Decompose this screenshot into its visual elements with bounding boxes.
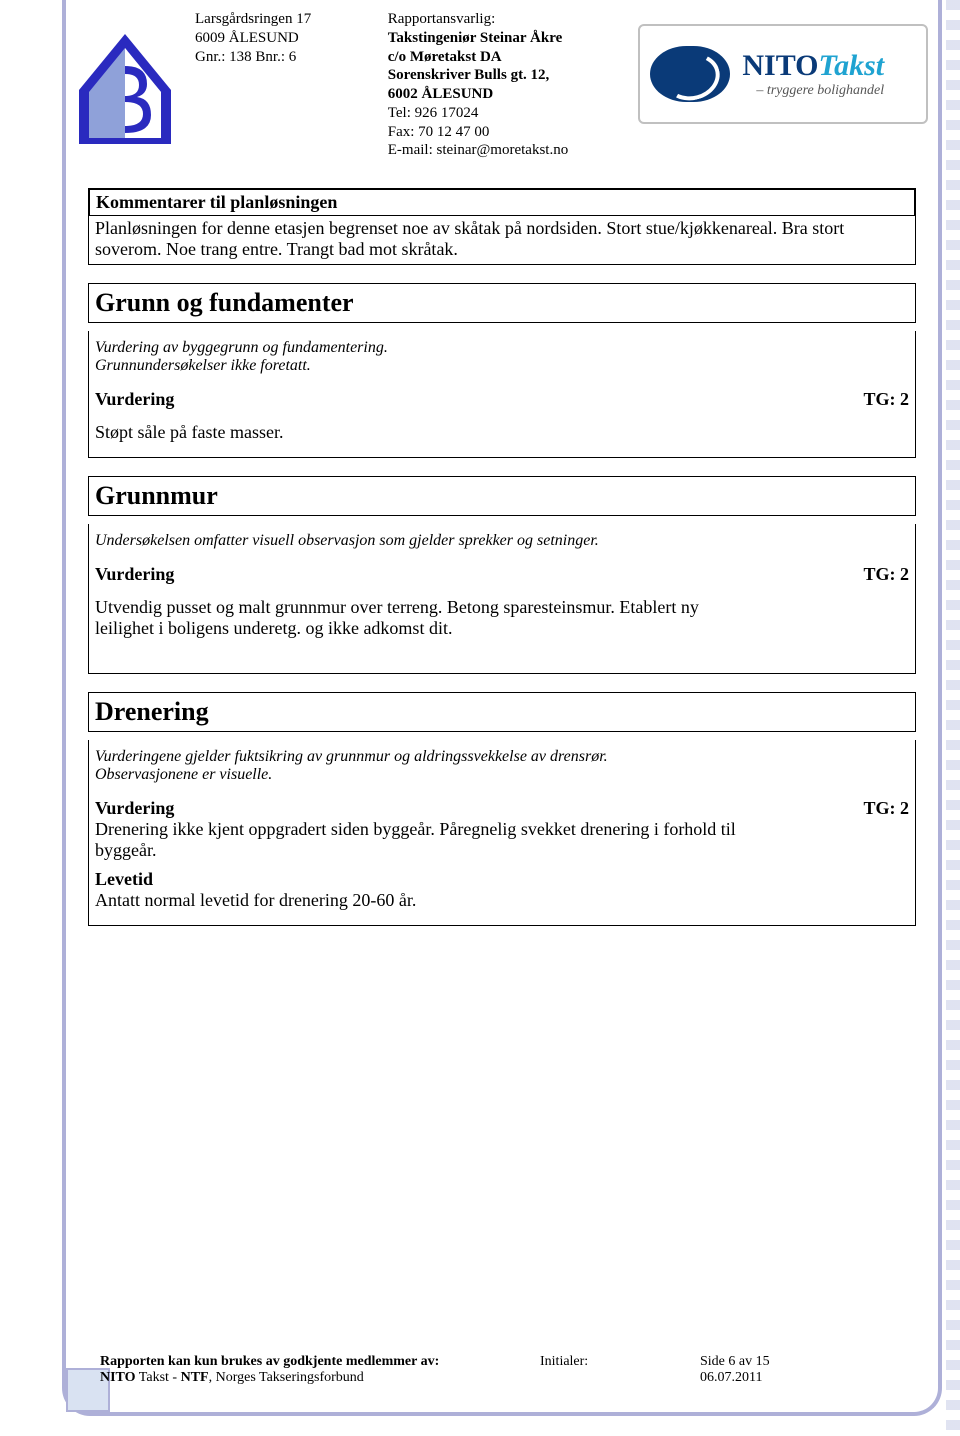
kommentarer-body: Planløsningen for denne etasjen begrense… — [89, 216, 915, 264]
footer-takst: Takst - — [136, 1370, 181, 1385]
ab-logo — [75, 26, 175, 146]
responsible-fax: Fax: 70 12 47 00 — [388, 123, 639, 142]
nito-text: NITOTakst – tryggere bolighandel — [742, 49, 884, 99]
address-line: Gnr.: 138 Bnr.: 6 — [195, 48, 388, 67]
intro-line: Grunnundersøkelser ikke foretatt. — [95, 357, 909, 375]
nito-oval-icon — [650, 46, 730, 102]
responsible-name: Takstingeniør Steinar Åkre — [388, 29, 639, 48]
tg-value: TG: 2 — [863, 798, 909, 819]
nito-logo: NITOTakst – tryggere bolighandel — [638, 24, 928, 124]
responsible-block: Rapportansvarlig: Takstingeniør Steinar … — [388, 10, 639, 160]
footer-date: 06.07.2011 — [700, 1370, 840, 1386]
address-line: Larsgårdsringen 17 — [195, 10, 388, 29]
section-title: Drenering — [88, 692, 916, 732]
footer: Rapporten kan kun brukes av godkjente me… — [100, 1354, 900, 1386]
section-body: Støpt såle på faste masser. — [95, 422, 909, 443]
nito-brand-suffix: Takst — [819, 49, 885, 82]
footer-nito: NITO — [100, 1370, 136, 1385]
intro-line: Undersøkelsen omfatter visuell observasj… — [95, 532, 909, 550]
right-decorative-strip — [946, 0, 960, 1436]
responsible-street: Sorenskriver Bulls gt. 12, — [388, 66, 639, 85]
section-body: Utvendig pusset og malt grunnmur over te… — [95, 597, 735, 639]
levetid-label: Levetid — [95, 869, 909, 890]
footer-line2: NITO Takst - NTF, Norges Takseringsforbu… — [100, 1370, 540, 1386]
kommentarer-box: Kommentarer til planløsningen Planløsnin… — [88, 188, 916, 265]
section-title: Grunnmur — [88, 476, 916, 516]
section-body: Drenering ikke kjent oppgradert siden by… — [95, 819, 765, 861]
intro-line: Observasjonene er visuelle. — [95, 766, 909, 784]
responsible-email: E-mail: steinar@moretakst.no — [388, 141, 639, 160]
content: Kommentarer til planløsningen Planløsnin… — [88, 188, 916, 944]
footer-page: Side 6 av 15 — [700, 1354, 840, 1370]
section-grunn-fundamenter: Grunn og fundamenter Vurdering av byggeg… — [88, 283, 916, 458]
responsible-tel: Tel: 926 17024 — [388, 104, 639, 123]
responsible-postal: 6002 ÅLESUND — [388, 85, 639, 104]
intro-line: Vurdering av byggegrunn og fundamenterin… — [95, 339, 909, 357]
responsible-co: c/o Møretakst DA — [388, 48, 639, 67]
tg-value: TG: 2 — [863, 564, 909, 585]
nito-tagline: – tryggere bolighandel — [742, 83, 884, 99]
responsible-label: Rapportansvarlig: — [388, 10, 639, 29]
address-line: 6009 ÅLESUND — [195, 29, 388, 48]
intro-line: Vurderingene gjelder fuktsikring av grun… — [95, 748, 909, 766]
footer-ntf: NTF — [181, 1370, 209, 1385]
footer-line1: Rapporten kan kun brukes av godkjente me… — [100, 1354, 540, 1370]
section-drenering: Drenering Vurderingene gjelder fuktsikri… — [88, 692, 916, 926]
vurdering-label: Vurdering — [95, 798, 174, 819]
tg-value: TG: 2 — [863, 389, 909, 410]
footer-rest: , Norges Takseringsforbund — [209, 1370, 364, 1385]
section-title: Grunn og fundamenter — [88, 283, 916, 323]
vurdering-label: Vurdering — [95, 389, 174, 410]
header: Larsgårdsringen 17 6009 ÅLESUND Gnr.: 13… — [75, 6, 928, 160]
vurdering-label: Vurdering — [95, 564, 174, 585]
section-grunnmur: Grunnmur Undersøkelsen omfatter visuell … — [88, 476, 916, 674]
kommentarer-heading: Kommentarer til planløsningen — [89, 189, 915, 216]
address-block: Larsgårdsringen 17 6009 ÅLESUND Gnr.: 13… — [195, 10, 388, 66]
nito-brand: NITO — [742, 49, 818, 82]
levetid-body: Antatt normal levetid for drenering 20-6… — [95, 890, 909, 911]
footer-initialer: Initialer: — [540, 1354, 700, 1370]
